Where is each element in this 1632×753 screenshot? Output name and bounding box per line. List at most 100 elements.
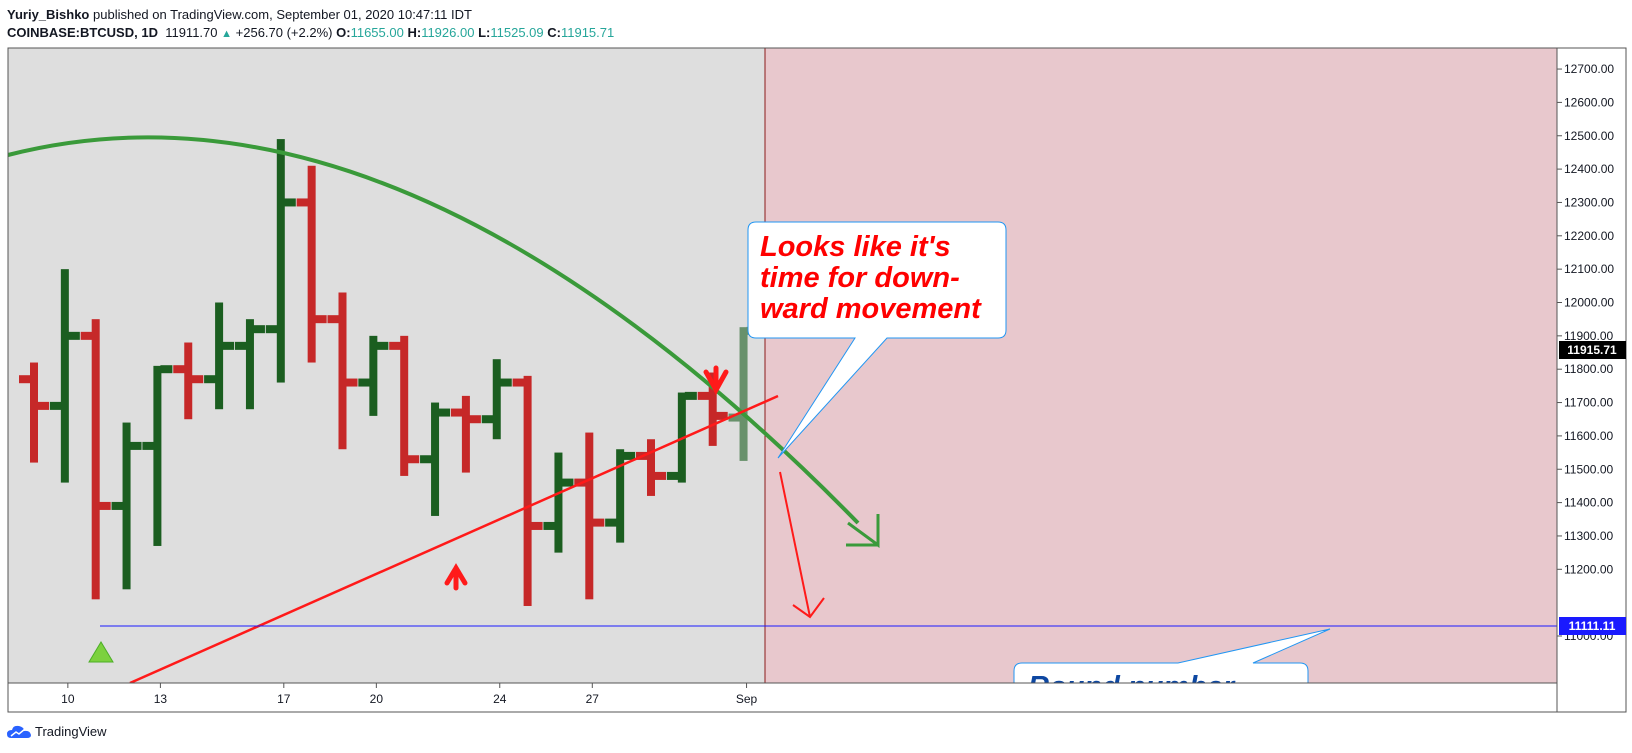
round-number-callout-box[interactable]	[1013, 628, 1331, 720]
callout-box[interactable]	[747, 221, 1007, 459]
trend-line[interactable]	[129, 394, 779, 683]
price-axis-ticks: 12700.00 12600.00 12500.00 12400.00 12300.00…	[1557, 62, 1614, 643]
price-tick-label: 12500.00	[1564, 129, 1614, 143]
bar-open-tick	[327, 315, 340, 324]
ohlc-bar[interactable]	[543, 452, 574, 553]
ohlc-bar[interactable]	[512, 375, 543, 606]
bar-open-tick	[666, 471, 679, 480]
time-tick-label: 20	[370, 692, 384, 706]
callout-line-1: Looks like it's	[760, 231, 951, 263]
up-arrow-icon: ▲	[221, 28, 233, 40]
last-price: 11911.70	[165, 25, 218, 40]
ohlc-bar[interactable]	[173, 342, 204, 420]
down-arrow-red-line	[779, 471, 825, 619]
bar-open-tick	[450, 408, 463, 417]
bar-range	[153, 365, 162, 546]
bar-open-tick	[512, 378, 525, 387]
ohlc-bar[interactable]	[450, 395, 481, 473]
time-tick-label: 10	[61, 692, 75, 706]
bar-range	[431, 402, 440, 516]
tradingview-cloud-icon	[7, 725, 31, 738]
time-axis-ticks: 10 13 17 20 24 27 Sep	[61, 683, 758, 706]
round-number-text: Round number	[1028, 671, 1236, 703]
ohlc-bar[interactable]	[358, 335, 389, 416]
bar-range	[708, 372, 717, 446]
low-label: L:	[478, 25, 491, 40]
bar-close-tick	[67, 331, 80, 340]
time-tick-label: 17	[277, 692, 291, 706]
price-tick-label: 11500.00	[1564, 462, 1613, 476]
symbol-label: COINBASE:BTCUSD, 1D	[7, 25, 158, 40]
time-axis[interactable]	[7, 682, 1558, 713]
bar-range	[739, 327, 748, 461]
price-tick-label: 12100.00	[1564, 262, 1614, 276]
bar-close-tick	[530, 521, 543, 530]
price-tick-label: 12600.00	[1564, 95, 1614, 109]
ohlc-bar[interactable]	[49, 269, 80, 483]
ohlc-bar[interactable]	[420, 402, 451, 516]
tradingview-brand: TradingView	[35, 724, 107, 739]
bar-close-tick	[222, 341, 235, 350]
bar-range	[523, 375, 532, 606]
time-tick-label: 13	[154, 692, 168, 706]
bar-range	[215, 302, 224, 410]
bar-close-tick	[499, 378, 512, 387]
bar-open-tick	[605, 518, 618, 527]
bar-open-tick	[142, 441, 155, 450]
arc-curve[interactable]	[8, 135, 860, 525]
bar-range	[585, 432, 594, 600]
publish-text: published on TradingView.com, September …	[93, 7, 472, 22]
time-tick-label: 24	[493, 692, 507, 706]
bar-range	[184, 342, 193, 420]
ohlc-bar[interactable]	[19, 362, 49, 463]
ohlc-bar[interactable]	[697, 372, 728, 446]
author-name[interactable]: Yuriy_Bishko	[7, 7, 90, 22]
open-label: O:	[336, 25, 351, 40]
price-tick-label: 11600.00	[1564, 429, 1613, 443]
publish-info: Yuriy_Bishko published on TradingView.co…	[7, 7, 472, 22]
ohlc-bar[interactable]	[265, 139, 296, 383]
arc-arrowhead-icon	[846, 514, 880, 548]
bar-close-tick	[468, 415, 481, 424]
price-axis[interactable]	[1556, 47, 1627, 713]
triangle-marker-icon	[88, 641, 114, 663]
price-tick-label: 11900.00	[1564, 329, 1613, 343]
tradingview-logo[interactable]: TradingView	[7, 724, 107, 739]
level-badge-text: 11111.11	[1569, 619, 1616, 633]
ohlc-bar[interactable]	[605, 449, 636, 543]
bar-range	[461, 395, 470, 473]
ohlc-bar[interactable]	[296, 165, 327, 363]
ohlc-bar[interactable]	[204, 302, 235, 410]
bar-close-tick	[129, 441, 142, 450]
ohlc-bar[interactable]	[327, 292, 358, 450]
price-tick-label: 12000.00	[1564, 296, 1614, 310]
bar-close-tick	[715, 411, 728, 420]
ohlc-bar[interactable]	[389, 335, 420, 476]
time-tick-label: 27	[586, 692, 600, 706]
ohlc-bar[interactable]	[142, 365, 173, 546]
bar-close-tick	[623, 451, 636, 460]
price-tick-label: 11800.00	[1564, 362, 1613, 376]
ohlc-bar[interactable]	[80, 319, 111, 600]
ohlc-bar[interactable]	[111, 422, 142, 590]
bar-range	[122, 422, 131, 590]
up-arrow-icon	[444, 563, 468, 591]
price-tick-label: 11400.00	[1564, 496, 1613, 510]
bar-range	[647, 439, 655, 496]
bar-open-tick	[697, 391, 710, 400]
callout-line-3: ward movement	[760, 293, 982, 325]
bar-range	[400, 335, 409, 476]
ohlc-bar[interactable]	[481, 359, 512, 440]
bar-close-tick	[684, 391, 697, 400]
bar-close-tick	[438, 408, 451, 417]
bar-open-tick	[389, 341, 402, 350]
ohlc-bar[interactable]	[234, 319, 265, 410]
bar-open-tick	[296, 198, 309, 207]
ohlc-bars	[19, 139, 759, 606]
bar-open-tick	[19, 375, 31, 384]
high-value: 11926.00	[421, 25, 475, 40]
bar-range	[616, 449, 625, 543]
bar-close-tick	[314, 315, 327, 324]
price-tick-label: 12300.00	[1564, 195, 1614, 209]
